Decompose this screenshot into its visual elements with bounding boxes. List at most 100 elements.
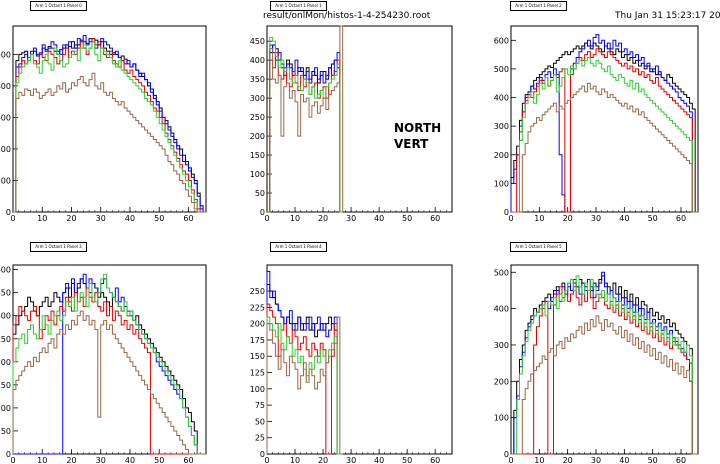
x-tick-label: 50 <box>648 456 658 464</box>
plot-title-panel-0: Arm 1 Octant 1 Panel 0 <box>30 1 87 11</box>
y-tick-label: 300 <box>494 341 509 350</box>
y-tick-label: 500 <box>494 268 509 277</box>
plot-frame-3 <box>12 264 207 455</box>
x-tick-label: 50 <box>648 214 658 223</box>
y-tick-label: 500 <box>494 65 509 74</box>
plot-frame-2 <box>510 25 699 213</box>
x-tick-label: 30 <box>96 214 106 223</box>
y-tick-label: 225 <box>250 303 265 312</box>
y-tick-label: 200 <box>0 145 11 154</box>
histogram-series-brown <box>511 315 698 455</box>
histogram-series-brown <box>13 72 206 213</box>
x-tick-label: 60 <box>676 456 686 464</box>
x-tick-label: 0 <box>508 214 513 223</box>
y-tick-label: 0 <box>504 208 509 217</box>
histogram-series-brown <box>12 310 206 455</box>
file-name-header: result/onlMon/histos-1-4-254230.root <box>263 11 431 21</box>
x-tick-label: 20 <box>318 456 328 464</box>
x-tick-label: 50 <box>154 456 164 464</box>
y-tick-label: 50 <box>1 427 11 436</box>
y-tick-label: 100 <box>494 414 509 423</box>
plot-frame-0 <box>12 25 207 213</box>
x-tick-label: 0 <box>10 456 15 464</box>
y-tick-label: 100 <box>250 170 265 179</box>
x-tick-label: 10 <box>534 214 544 223</box>
y-tick-label: 100 <box>0 176 11 185</box>
x-tick-label: 40 <box>374 456 384 464</box>
plot-frame-5 <box>510 264 699 455</box>
histogram-series-green <box>267 36 343 213</box>
x-tick-label: 40 <box>374 214 384 223</box>
x-tick-label: 60 <box>676 214 686 223</box>
histogram-series-black <box>12 278 206 455</box>
y-tick-label: 450 <box>250 37 265 46</box>
y-tick-label: 300 <box>250 94 265 103</box>
histogram-series-red <box>266 303 343 455</box>
x-tick-label: 10 <box>37 214 47 223</box>
histogram-series-blue <box>266 271 343 455</box>
plot-title-panel-4: Arm 1 Octant 1 Panel 4 <box>270 242 327 252</box>
y-tick-label: 125 <box>250 369 265 378</box>
y-tick-label: 300 <box>0 312 11 321</box>
y-tick-label: 300 <box>494 122 509 131</box>
y-tick-label: 200 <box>494 151 509 160</box>
y-tick-label: 0 <box>260 208 265 217</box>
y-tick-label: 250 <box>250 287 265 296</box>
x-tick-label: 60 <box>430 456 440 464</box>
y-tick-label: 150 <box>0 381 11 390</box>
x-tick-label: 60 <box>183 456 193 464</box>
y-tick-label: 500 <box>0 50 11 59</box>
y-tick-label: 75 <box>255 401 265 410</box>
y-tick-label: 250 <box>0 335 11 344</box>
y-tick-label: 400 <box>494 94 509 103</box>
y-tick-label: 100 <box>494 179 509 188</box>
y-tick-label: 175 <box>250 336 265 345</box>
y-tick-label: 0 <box>6 208 11 217</box>
x-tick-label: 20 <box>66 214 76 223</box>
y-tick-label: 400 <box>250 56 265 65</box>
y-tick-label: 0 <box>6 450 11 459</box>
y-tick-label: 600 <box>494 36 509 45</box>
x-tick-label: 40 <box>619 214 629 223</box>
plot-title-panel-2: Arm 1 Octant 1 Panel 2 <box>510 1 567 11</box>
y-tick-label: 150 <box>250 151 265 160</box>
y-tick-label: 350 <box>250 75 265 84</box>
x-tick-label: 40 <box>125 214 135 223</box>
x-tick-label: 30 <box>591 456 601 464</box>
plot-title-panel-3: Arm 1 Octant 1 Panel 3 <box>30 242 87 252</box>
histogram-series-red <box>12 287 206 455</box>
histogram-series-blue <box>13 34 206 213</box>
x-tick-label: 0 <box>508 456 513 464</box>
histogram-series-blue <box>510 34 698 213</box>
y-tick-label: 0 <box>260 450 265 459</box>
x-tick-label: 60 <box>183 214 193 223</box>
x-tick-label: 60 <box>430 214 440 223</box>
y-tick-label: 350 <box>0 289 11 298</box>
x-tick-label: 50 <box>154 214 164 223</box>
y-tick-label: 50 <box>255 189 265 198</box>
x-tick-label: 40 <box>619 456 629 464</box>
y-tick-label: 200 <box>250 132 265 141</box>
histogram-series-green <box>511 56 698 213</box>
y-tick-label: 25 <box>255 434 265 443</box>
x-tick-label: 10 <box>290 214 300 223</box>
y-tick-label: 0 <box>504 450 509 459</box>
y-tick-label: 400 <box>0 82 11 91</box>
x-tick-label: 10 <box>37 456 47 464</box>
datetime-header: Thu Jan 31 15:23:17 2008 <box>615 11 720 21</box>
y-tick-label: 300 <box>0 113 11 122</box>
histogram-series-green <box>12 273 206 455</box>
annotation-vert: VERT <box>394 137 429 151</box>
x-tick-label: 30 <box>346 456 356 464</box>
x-tick-label: 10 <box>534 456 544 464</box>
x-tick-label: 20 <box>318 214 328 223</box>
y-tick-label: 100 <box>250 385 265 394</box>
y-tick-label: 50 <box>255 417 265 426</box>
x-tick-label: 20 <box>563 214 573 223</box>
plot-frame-4 <box>266 264 453 455</box>
x-tick-label: 10 <box>290 456 300 464</box>
annotation-north: NORTH <box>394 121 442 135</box>
x-tick-label: 0 <box>10 214 15 223</box>
y-tick-label: 150 <box>250 352 265 361</box>
